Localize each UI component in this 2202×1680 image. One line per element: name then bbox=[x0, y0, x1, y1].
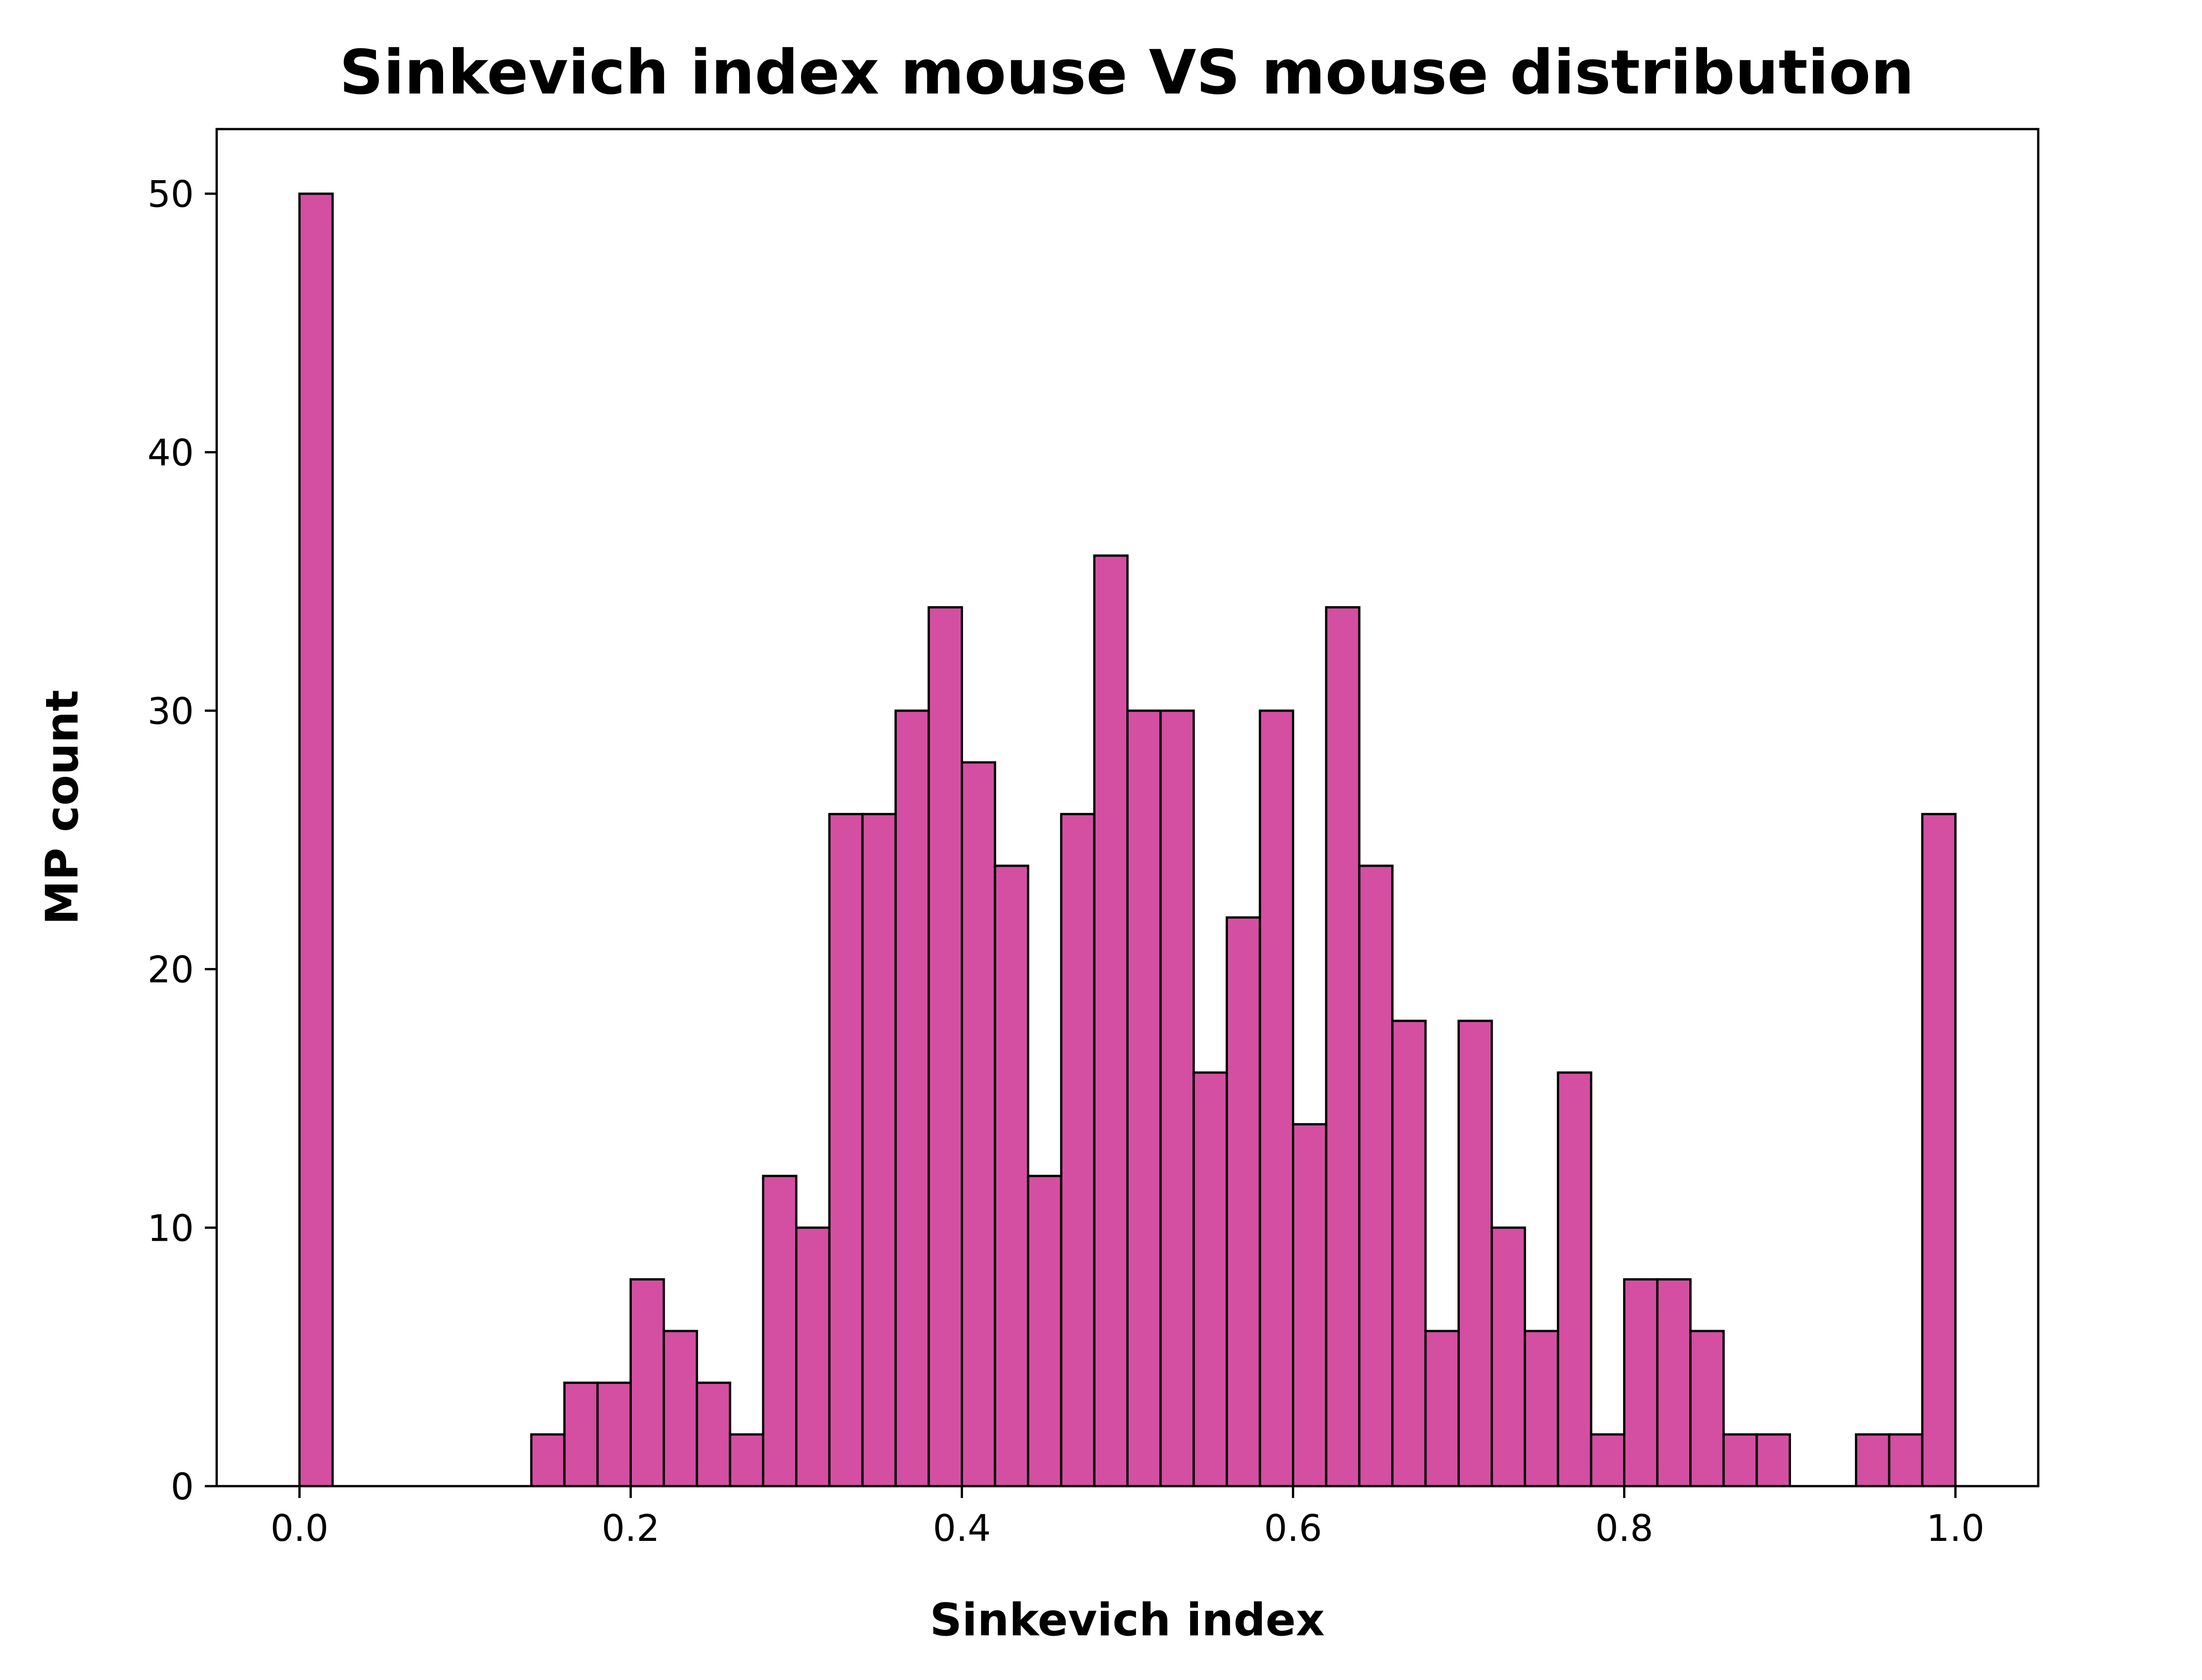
histogram-bar bbox=[1888, 1433, 1924, 1488]
x-axis: 0.0 0.2 0.4 0.6 0.8 1.0 bbox=[271, 1486, 1984, 1550]
histogram-bar bbox=[563, 1381, 599, 1488]
y-axis-label: MP count bbox=[36, 690, 88, 925]
histogram-bar bbox=[1225, 916, 1261, 1488]
histogram-bar bbox=[927, 606, 963, 1488]
x-tick-label: 0.4 bbox=[933, 1507, 991, 1550]
histogram-bar bbox=[1590, 1433, 1625, 1488]
histogram-bar bbox=[1325, 606, 1361, 1488]
histogram-bar bbox=[795, 1226, 831, 1488]
histogram-bar bbox=[1027, 1175, 1062, 1488]
y-tick-label: 50 bbox=[147, 173, 194, 216]
histogram-bar bbox=[1159, 709, 1195, 1488]
y-tick-label: 40 bbox=[147, 432, 194, 474]
histogram-bar bbox=[1921, 813, 1957, 1488]
histogram-bar bbox=[596, 1381, 632, 1488]
histogram-bar bbox=[1259, 709, 1294, 1488]
histogram-bar bbox=[1093, 554, 1129, 1488]
histogram-bar bbox=[861, 813, 897, 1488]
histogram-bar bbox=[1689, 1330, 1725, 1488]
y-axis: 0 10 20 30 40 50 bbox=[147, 173, 217, 1508]
histogram-bar bbox=[298, 192, 334, 1488]
histogram-bar bbox=[994, 864, 1030, 1488]
histogram-bar bbox=[1855, 1433, 1890, 1488]
histogram-bar bbox=[729, 1433, 765, 1488]
histogram-bar bbox=[630, 1278, 665, 1488]
histogram-bar bbox=[662, 1330, 698, 1488]
histogram-bar bbox=[1556, 1071, 1593, 1488]
histogram-bar bbox=[1424, 1330, 1460, 1488]
x-axis-label: Sinkevich index bbox=[930, 1594, 1325, 1646]
y-tick-label: 20 bbox=[147, 949, 194, 991]
histogram-bar bbox=[961, 761, 996, 1488]
y-tick-label: 30 bbox=[147, 690, 194, 733]
histogram-bar bbox=[1391, 1019, 1427, 1488]
y-tick-label: 10 bbox=[147, 1207, 194, 1249]
histogram-bar bbox=[1192, 1071, 1228, 1488]
chart-title: Sinkevich index mouse VS mouse distribut… bbox=[339, 37, 1914, 108]
histogram-bar bbox=[1126, 709, 1162, 1488]
x-tick-label: 1.0 bbox=[1926, 1507, 1984, 1550]
histogram-bar bbox=[894, 709, 930, 1488]
plot-frame bbox=[215, 128, 2040, 1488]
histogram-bar bbox=[1060, 813, 1096, 1488]
histogram-bar bbox=[696, 1381, 731, 1488]
x-tick-label: 0.8 bbox=[1595, 1507, 1653, 1550]
bars-layer bbox=[298, 192, 1957, 1488]
histogram-bar bbox=[1292, 1123, 1327, 1488]
histogram-bar bbox=[1656, 1278, 1692, 1488]
histogram-bar bbox=[1722, 1433, 1758, 1488]
histogram-bar bbox=[1623, 1278, 1659, 1488]
histogram-bar bbox=[1755, 1433, 1791, 1488]
histogram-bar bbox=[1524, 1330, 1559, 1488]
histogram-bar bbox=[1490, 1226, 1526, 1488]
histogram-bar bbox=[828, 813, 864, 1488]
histogram-bar bbox=[1358, 864, 1394, 1488]
x-tick-label: 0.2 bbox=[602, 1507, 660, 1550]
histogram-bar bbox=[1458, 1019, 1493, 1488]
y-tick-label: 0 bbox=[171, 1466, 194, 1508]
x-tick-label: 0.6 bbox=[1264, 1507, 1322, 1550]
x-tick-label: 0.0 bbox=[271, 1507, 328, 1550]
histogram-bar bbox=[762, 1175, 798, 1488]
histogram-bar bbox=[530, 1433, 566, 1488]
